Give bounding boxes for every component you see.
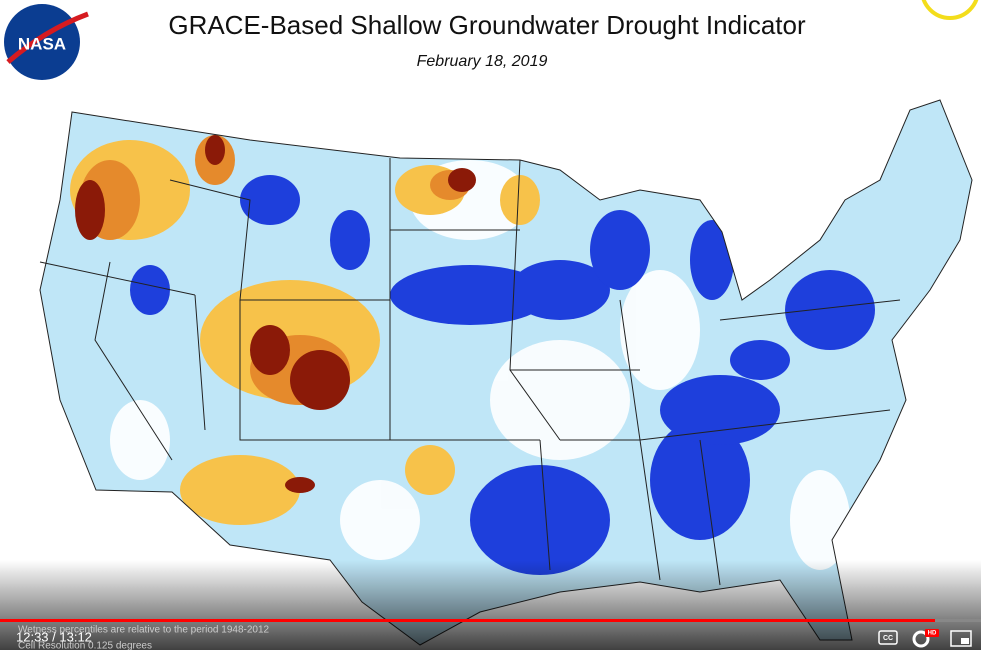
date: February 18, 2019	[417, 53, 548, 70]
time-display: 12:33 / 13:12	[16, 629, 92, 644]
settings-button[interactable]	[912, 630, 930, 648]
logo-swoosh	[6, 11, 89, 64]
hd-badge	[925, 629, 939, 637]
logo-text: NASA	[18, 34, 66, 53]
footnote: Wetness percentiles are relative to the …	[18, 625, 270, 636]
miniplayer-icon	[961, 638, 969, 644]
miniplayer-button[interactable]	[950, 630, 972, 647]
player-shade	[0, 560, 981, 650]
cc-label: CC	[883, 635, 893, 642]
progress-played	[0, 619, 935, 622]
footnote: Cell Resolution 0.125 degrees	[18, 641, 152, 650]
state-lines	[39, 99, 973, 646]
title: GRACE-Based Shallow Groundwater Drought …	[168, 10, 806, 40]
nasa-logo	[4, 4, 80, 80]
cc-button[interactable]	[878, 630, 898, 645]
hd-label: HD	[928, 631, 937, 637]
corner-badge	[921, 0, 979, 20]
map	[40, 100, 972, 645]
